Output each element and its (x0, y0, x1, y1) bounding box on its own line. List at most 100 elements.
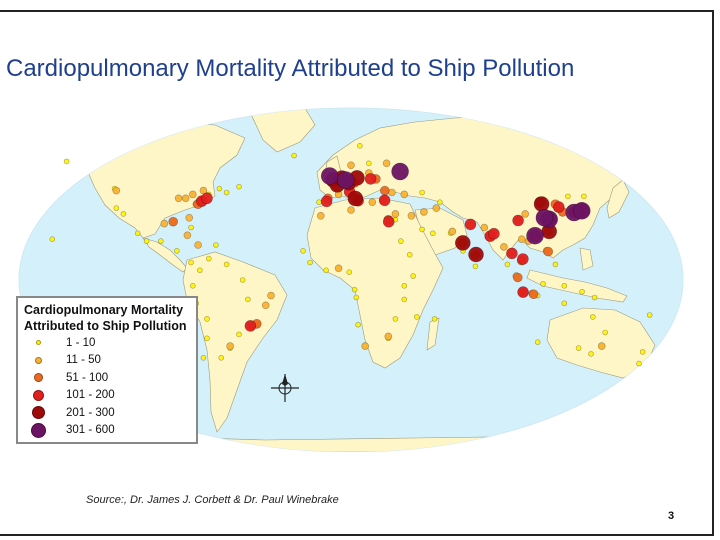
mortality-point (361, 342, 370, 350)
legend-title-line1: Cardiopulmonary Mortality (24, 303, 184, 317)
mortality-point (245, 296, 251, 303)
mortality-point (134, 230, 141, 237)
mortality-point (347, 161, 355, 170)
mortality-point (379, 185, 390, 196)
mortality-point (382, 159, 391, 168)
mortality-point (528, 289, 539, 299)
legend-row: 1 - 10 (24, 334, 190, 352)
mortality-point (464, 218, 477, 231)
legend-row: 301 - 600 (24, 422, 190, 440)
mortality-point (472, 263, 479, 270)
mortality-point (174, 248, 180, 254)
mortality-point (239, 277, 246, 283)
mortality-point (517, 286, 529, 298)
mortality-point (512, 272, 523, 283)
mortality-point (448, 227, 457, 236)
legend-row: 101 - 200 (24, 387, 190, 405)
mortality-point (226, 342, 234, 350)
mortality-point (347, 190, 364, 207)
mortality-point (216, 185, 223, 192)
mortality-point (597, 342, 606, 350)
mortality-point (199, 186, 208, 195)
compass-rose-icon (271, 374, 299, 402)
mortality-point (591, 294, 598, 301)
mortality-point (316, 199, 322, 205)
mortality-point (168, 216, 178, 227)
mortality-point (320, 167, 339, 185)
mortality-point (323, 267, 329, 274)
mortality-point (400, 190, 409, 199)
mortality-point (336, 171, 355, 189)
mortality-point (535, 209, 554, 227)
mortality-point (454, 235, 471, 251)
mortality-point (158, 238, 164, 244)
mortality-point (391, 210, 400, 218)
mortality-point (431, 316, 438, 322)
mortality-point (540, 281, 546, 287)
mortality-point (397, 238, 404, 244)
mortality-point (382, 215, 395, 228)
mortality-point (223, 261, 230, 268)
mortality-point (526, 226, 544, 245)
mortality-point (480, 223, 489, 232)
mortality-point (204, 335, 210, 342)
mortality-point (189, 190, 197, 199)
legend-label: 201 - 300 (66, 406, 115, 419)
legend-label: 51 - 100 (66, 371, 109, 384)
legend-label: 11 - 50 (66, 354, 101, 367)
mortality-point (351, 286, 358, 293)
legend-row: 51 - 100 (24, 369, 190, 387)
mortality-point (588, 351, 594, 357)
land-philippines (579, 247, 594, 271)
mortality-point (113, 205, 120, 211)
mortality-point (406, 251, 413, 258)
mortality-point (419, 226, 425, 233)
mortality-point (316, 212, 325, 220)
mortality-point (204, 316, 210, 322)
mortality-point (392, 316, 399, 322)
mortality-point (49, 236, 56, 242)
legend-label: 101 - 200 (66, 389, 115, 402)
land-indonesia (526, 269, 628, 303)
mortality-point (543, 246, 554, 257)
mortality-points (49, 142, 653, 367)
mortality-point (174, 194, 183, 203)
mortality-point (512, 214, 524, 227)
mortality-point (589, 314, 596, 320)
mortality-point (353, 294, 360, 301)
mortality-point (244, 320, 257, 332)
mortality-point (646, 312, 653, 318)
mortality-point (521, 210, 530, 218)
mortality-point (223, 189, 230, 196)
mortality-point (197, 267, 203, 274)
mortality-point (206, 255, 212, 262)
mortality-point (410, 273, 417, 279)
mortality-point (636, 360, 642, 367)
slide-frame (0, 10, 714, 536)
mortality-point (355, 321, 361, 328)
mortality-point (261, 301, 270, 310)
mortality-point (437, 199, 443, 205)
mortality-point (267, 291, 275, 300)
mortality-point (378, 194, 391, 207)
slide-title: Cardiopulmonary Mortality Attributed to … (6, 55, 575, 82)
mortality-point (307, 259, 313, 266)
mortality-point (432, 204, 441, 212)
mortality-point (429, 230, 436, 237)
legend-swatch (30, 422, 46, 438)
mortality-point (200, 354, 207, 361)
mortality-point (407, 212, 416, 220)
land-greenland (249, 108, 316, 153)
mortality-point (504, 261, 511, 268)
mortality-point (552, 201, 565, 213)
mortality-point (160, 219, 169, 228)
mortality-point (364, 173, 377, 185)
legend-row: 201 - 300 (24, 404, 190, 422)
mortality-point (561, 300, 568, 307)
mortality-point (236, 183, 242, 190)
mortality-point (572, 202, 591, 220)
mortality-point (575, 345, 582, 351)
mortality-point (218, 354, 224, 361)
mortality-point (391, 162, 409, 181)
mortality-point (63, 158, 70, 165)
